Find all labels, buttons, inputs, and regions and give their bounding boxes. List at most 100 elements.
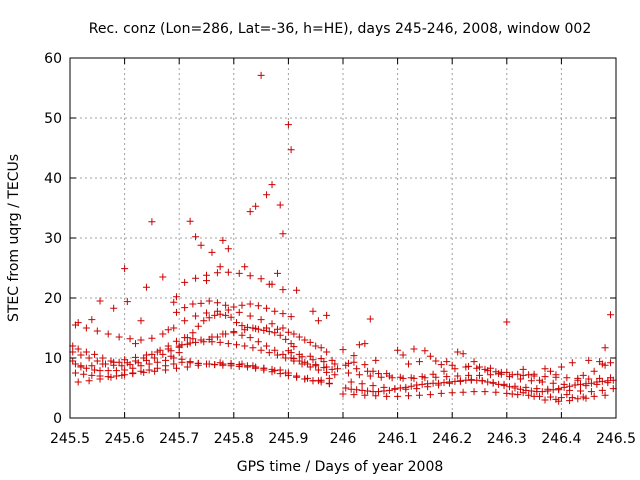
- data-point: [142, 283, 150, 291]
- data-point: [107, 373, 115, 381]
- data-point: [571, 381, 579, 389]
- data-point: [257, 275, 265, 283]
- data-point: [508, 390, 516, 398]
- data-point: [82, 348, 90, 356]
- data-point: [549, 379, 557, 387]
- data-point: [170, 324, 178, 332]
- data-point: [530, 392, 538, 400]
- data-point: [607, 374, 615, 382]
- data-point: [587, 379, 595, 387]
- data-point: [598, 386, 606, 394]
- data-point: [246, 272, 254, 280]
- data-point: [110, 304, 118, 312]
- data-point: [178, 341, 186, 349]
- data-point: [514, 370, 522, 378]
- data-point: [374, 388, 382, 396]
- data-point: [344, 369, 352, 377]
- data-point: [192, 233, 200, 241]
- x-tick-label: 245.6: [105, 431, 145, 447]
- x-tick-label: 245.8: [214, 431, 254, 447]
- data-point: [271, 367, 279, 375]
- data-point: [432, 357, 440, 365]
- data-point: [200, 317, 208, 325]
- data-point: [186, 359, 194, 367]
- data-point: [511, 382, 519, 390]
- data-point: [314, 377, 322, 385]
- data-point: [82, 324, 90, 332]
- data-point: [216, 338, 224, 346]
- data-point: [233, 341, 241, 349]
- data-point: [159, 330, 167, 338]
- data-point: [582, 382, 590, 390]
- data-point: [153, 358, 161, 366]
- data-point: [246, 300, 254, 308]
- data-point: [306, 352, 314, 360]
- data-point: [164, 326, 172, 334]
- data-point: [467, 376, 475, 384]
- data-point: [172, 337, 180, 345]
- data-point: [456, 377, 464, 385]
- data-point: [284, 121, 292, 129]
- data-point: [224, 245, 232, 253]
- data-point: [516, 385, 524, 393]
- data-point: [238, 360, 246, 368]
- data-point: [443, 358, 451, 366]
- data-point: [252, 202, 260, 210]
- data-point: [448, 389, 456, 397]
- data-point: [282, 335, 290, 343]
- data-point: [459, 350, 467, 358]
- data-point: [516, 375, 524, 383]
- data-point: [314, 317, 322, 325]
- data-point: [552, 371, 560, 379]
- data-point: [342, 384, 350, 392]
- data-point: [566, 386, 574, 394]
- data-point: [519, 371, 527, 379]
- data-point: [298, 353, 306, 361]
- data-point: [77, 351, 85, 359]
- data-point: [585, 356, 593, 364]
- data-point: [405, 360, 413, 368]
- data-point: [194, 361, 202, 369]
- data-point: [465, 371, 473, 379]
- data-point: [197, 241, 205, 249]
- y-tick-label: 10: [44, 351, 62, 367]
- data-point: [71, 360, 79, 368]
- data-point: [353, 386, 361, 394]
- data-point: [265, 349, 273, 357]
- data-point: [601, 391, 609, 399]
- data-point: [96, 375, 104, 383]
- data-point: [263, 304, 271, 312]
- data-point: [91, 350, 99, 358]
- y-tick-label: 30: [44, 231, 62, 247]
- y-tick-label: 40: [44, 171, 62, 187]
- data-point: [219, 330, 227, 338]
- data-point: [74, 378, 82, 386]
- data-point: [383, 370, 391, 378]
- data-point: [104, 330, 112, 338]
- data-point: [503, 318, 511, 326]
- data-point: [88, 362, 96, 370]
- data-point: [339, 390, 347, 398]
- data-point: [385, 386, 393, 394]
- data-point: [361, 391, 369, 399]
- data-point: [448, 361, 456, 369]
- data-point: [159, 273, 167, 281]
- data-point: [426, 352, 434, 360]
- data-point: [369, 382, 377, 390]
- data-point: [282, 369, 290, 377]
- data-point: [260, 326, 268, 334]
- data-point: [486, 364, 494, 372]
- data-point: [500, 380, 508, 388]
- data-point: [77, 363, 85, 371]
- data-point: [607, 311, 615, 319]
- axis-ticks: [69, 57, 617, 419]
- data-point: [164, 345, 172, 353]
- data-point: [118, 362, 126, 370]
- data-point: [148, 350, 156, 358]
- y-tick-labels: 0 10 20 30 40 50 60: [44, 51, 62, 427]
- data-point: [587, 388, 595, 396]
- data-point: [287, 349, 295, 357]
- data-point: [454, 372, 462, 380]
- data-point: [593, 380, 601, 388]
